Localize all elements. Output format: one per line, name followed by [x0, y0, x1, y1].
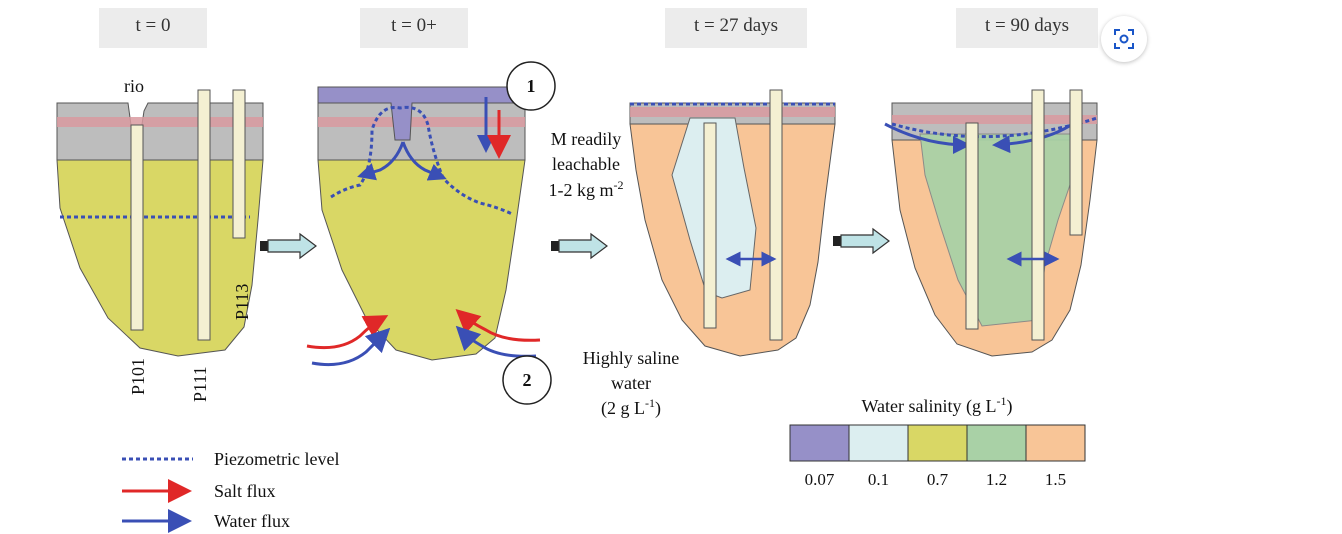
svg-text:t = 0: t = 0: [136, 15, 171, 36]
piezometer-p113: [1069, 89, 1083, 236]
svg-text:t = 27 days: t = 27 days: [694, 15, 778, 36]
profile-panel-t0: rio P101 P111 P113: [56, 76, 264, 402]
profile-panel-t27: [629, 89, 836, 357]
piezometer-p111: [1031, 89, 1045, 341]
salinity-scale-title: Water salinity (g L-1): [861, 394, 1012, 417]
saline-note-line2: water: [611, 373, 651, 393]
salinity-swatch: [907, 424, 968, 462]
legend: Piezometric level Salt flux Water flux: [122, 449, 339, 533]
salinity-value-label: 0.07: [805, 470, 835, 489]
p101-label: P101: [128, 358, 148, 395]
lens-icon: [1114, 29, 1134, 49]
legend-salt-label: Salt flux: [214, 481, 276, 501]
salinity-value-label: 0.1: [868, 470, 889, 489]
salinity-swatch: [966, 424, 1027, 462]
time-label-1: t = 0+: [360, 8, 468, 48]
piezometric-mound: [330, 105, 513, 216]
water-flux-arrow: [401, 141, 447, 181]
water-flux-arrow: [455, 325, 537, 358]
p113-label: P113: [232, 284, 252, 320]
transition-arrow-1: [260, 232, 317, 260]
legend-piezometric-label: Piezometric level: [214, 449, 339, 469]
profile-panel-t90: [884, 89, 1098, 357]
salinity-value-label: 1.5: [1045, 470, 1066, 489]
legend-water-label: Water flux: [214, 511, 290, 531]
water-flux-arrow: [884, 122, 971, 154]
piezometer-p101: [965, 122, 979, 330]
piezometer-p101: [703, 122, 717, 329]
transition-arrow-2: [551, 232, 608, 260]
profile-panel-t0plus: 1 2 M readily leachable 1-2 kg m-2 Highl…: [306, 61, 680, 419]
salinity-value-label: 0.7: [927, 470, 949, 489]
step-badge-1: 1: [506, 61, 556, 111]
lens-search-button[interactable]: [1101, 16, 1147, 62]
transition-arrow-3: [833, 227, 890, 255]
leachable-note-line2: leachable: [552, 154, 620, 174]
svg-text:t = 0+: t = 0+: [391, 15, 437, 36]
time-label-0: t = 0: [99, 8, 207, 48]
svg-text:t = 90 days: t = 90 days: [985, 15, 1069, 36]
svg-text:2: 2: [523, 370, 532, 390]
salinity-value-label: 1.2: [986, 470, 1007, 489]
salinity-swatch: [848, 424, 909, 462]
leachable-note-line3: 1-2 kg m-2: [549, 178, 624, 200]
svg-text:1: 1: [527, 76, 536, 96]
p111-label: P111: [190, 366, 210, 402]
salinity-swatch: [789, 424, 850, 462]
salt-flux-arrow: [306, 315, 389, 350]
piezometer-p111: [769, 89, 783, 341]
water-flux-arrow: [311, 327, 391, 367]
salinity-scale: Water salinity (g L-1) 0.07 0.1 0.7 1.2 1.5: [789, 394, 1086, 489]
salinity-swatch: [1025, 424, 1086, 462]
piezometer-p113: [232, 89, 246, 239]
rio-label: rio: [124, 76, 144, 96]
saline-note-line3: (2 g L-1): [601, 396, 661, 419]
salt-flux-arrow: [455, 308, 541, 342]
step-badge-2: 2: [502, 355, 552, 405]
saline-note-line1: Highly saline: [583, 348, 680, 368]
water-flux-arrow: [357, 141, 405, 181]
time-label-3: t = 90 days: [956, 8, 1098, 48]
time-label-2: t = 27 days: [665, 8, 807, 48]
piezometer-p111: [197, 89, 211, 341]
leachable-note-line1: M readily: [551, 129, 621, 149]
piezometer-p101: [130, 124, 144, 331]
